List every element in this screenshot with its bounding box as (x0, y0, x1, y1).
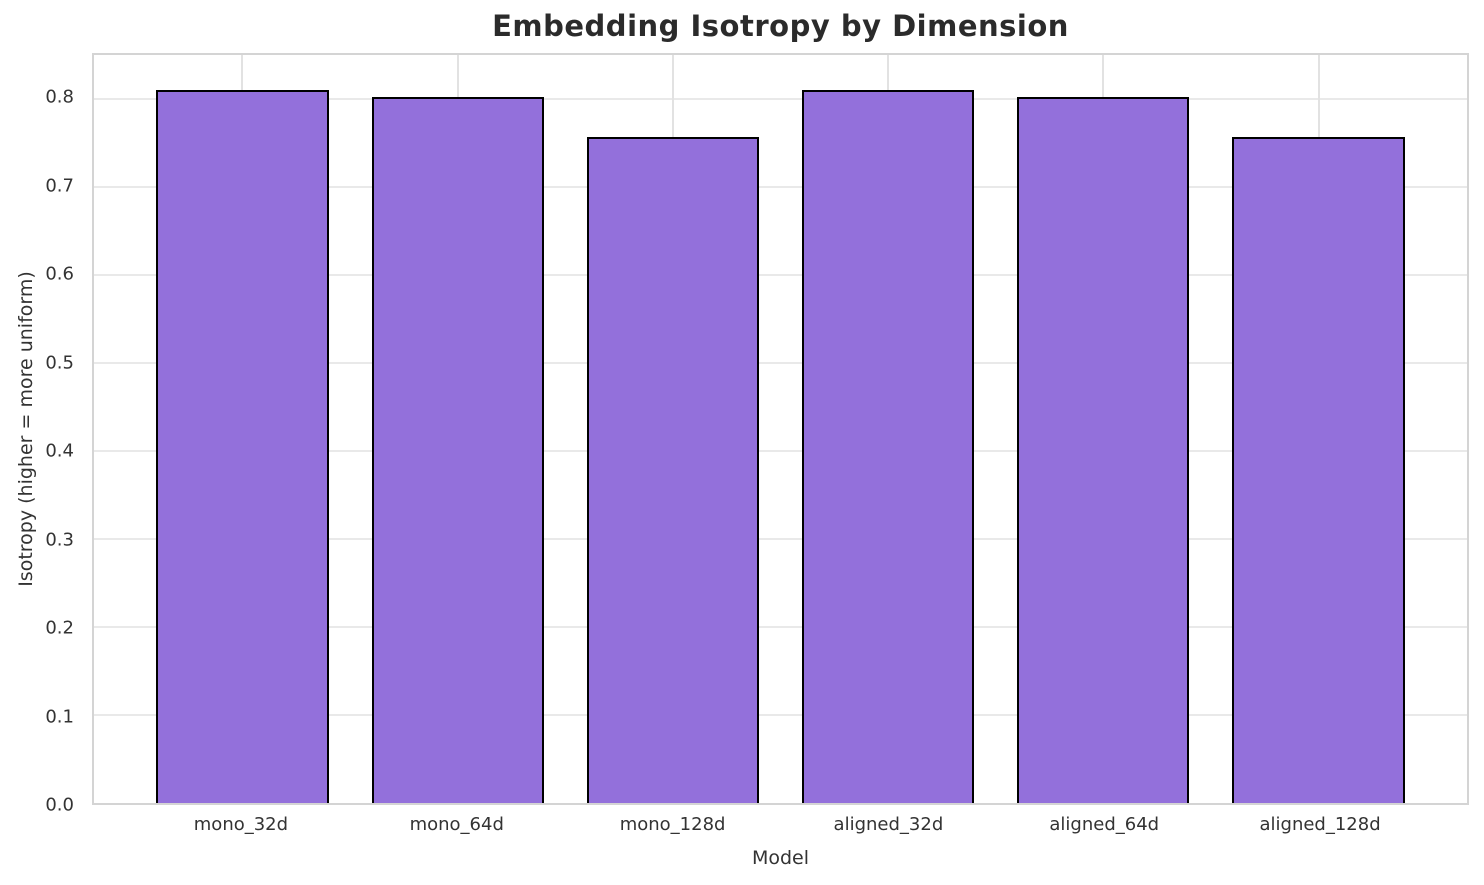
horizontal-gridline (94, 626, 1467, 628)
horizontal-gridline (94, 186, 1467, 188)
chart-title: Embedding Isotropy by Dimension (492, 9, 1069, 43)
y-tick-label: 0.7 (45, 175, 74, 197)
x-tick-label: aligned_128d (1259, 814, 1381, 835)
y-tick-label: 0.8 (45, 86, 74, 108)
bar-mono_64d (371, 97, 544, 803)
y-tick-label: 0.2 (45, 617, 74, 639)
bar-aligned_32d (802, 90, 975, 803)
bar-aligned_64d (1017, 97, 1190, 803)
horizontal-gridline (94, 98, 1467, 100)
y-tick-label: 0.3 (45, 529, 74, 551)
plot-area (92, 53, 1469, 805)
y-tick-label: 0.4 (45, 440, 74, 462)
bar-aligned_128d (1232, 136, 1405, 803)
horizontal-gridline (94, 714, 1467, 716)
x-tick-label: mono_128d (619, 814, 726, 835)
y-tick-label: 0.1 (45, 706, 74, 728)
y-tick-label: 0.6 (45, 263, 74, 285)
x-axis-tick-labels: mono_32d mono_64d mono_128d aligned_32d alig… (92, 814, 1469, 842)
x-tick-label: mono_32d (193, 814, 289, 835)
y-tick-label: 0.5 (45, 352, 74, 374)
horizontal-gridline (94, 450, 1467, 452)
horizontal-gridline (94, 274, 1467, 276)
bar-mono_128d (586, 136, 759, 803)
bar-mono_32d (156, 90, 329, 803)
x-tick-label: mono_64d (409, 814, 504, 835)
x-axis-label: Model (751, 847, 810, 869)
x-tick-label: aligned_32d (833, 814, 944, 835)
horizontal-gridline (94, 362, 1467, 364)
horizontal-gridline (94, 538, 1467, 540)
y-axis-tick-labels: 0.0 0.1 0.2 0.3 0.4 0.5 0.6 0.7 0.8 (0, 53, 84, 816)
y-tick-label: 0.0 (45, 794, 74, 816)
x-tick-label: aligned_64d (1049, 814, 1160, 835)
